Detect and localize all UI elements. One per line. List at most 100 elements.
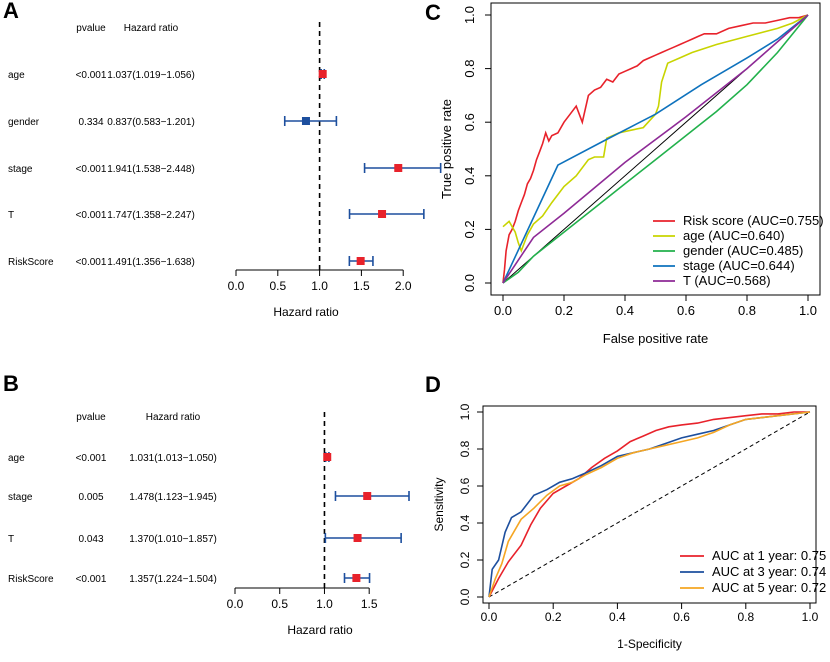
x-tick-label: 0.8 [737, 610, 754, 624]
roc-curve [502, 14, 809, 284]
legend-label: AUC at 1 year: 0.75 [712, 548, 826, 563]
row-name: stage [8, 492, 33, 503]
plot-frame [490, 2, 821, 296]
panel-label: B [3, 371, 19, 396]
x-tick-label: 0.2 [555, 303, 573, 318]
legend-label: AUC at 5 year: 0.72 [712, 580, 826, 595]
row-name: T [8, 534, 14, 545]
y-axis-label: True positive rate [439, 99, 454, 199]
hazard-ratio-point [318, 70, 327, 78]
x-tick-label: 1.5 [361, 597, 378, 611]
row-hazard-ratio: 1.491(1.356−1.638) [107, 257, 195, 268]
x-axis-label: Hazard ratio [273, 305, 339, 319]
plot-frame [482, 405, 817, 604]
panel-label: D [425, 372, 441, 397]
legend-label: stage (AUC=0.644) [683, 258, 795, 273]
row-hazard-ratio: 1.478(1.123−1.945) [129, 492, 217, 503]
y-tick-label: 0.6 [458, 477, 472, 494]
row-name: stage [8, 164, 33, 175]
row-name: RiskScore [8, 574, 54, 585]
hazard-ratio-point [378, 210, 387, 218]
x-tick-label: 0.5 [269, 279, 286, 293]
x-tick-label: 1.0 [802, 610, 819, 624]
y-tick-label: 0.2 [458, 551, 472, 568]
row-name: RiskScore [8, 257, 54, 268]
y-tick-label: 1.0 [462, 6, 477, 24]
row-name: T [8, 210, 14, 221]
y-tick-label: 0.8 [458, 440, 472, 457]
x-tick-label: 0.0 [481, 610, 498, 624]
row-pvalue: <0.001 [76, 257, 107, 268]
row-hazard-ratio: 0.837(0.583−1.201) [107, 117, 195, 128]
hazard-ratio-header: Hazard ratio [124, 23, 179, 34]
hazard-ratio-point [363, 492, 372, 500]
roc-curve [488, 411, 811, 598]
x-tick-label: 0.0 [228, 279, 245, 293]
row-hazard-ratio: 1.357(1.224−1.504) [129, 574, 217, 585]
x-tick-label: 1.0 [311, 279, 328, 293]
x-tick-label: 1.0 [316, 597, 333, 611]
roc-curve [502, 14, 809, 284]
panel-label: A [3, 0, 19, 23]
row-hazard-ratio: 1.031(1.013−1.050) [129, 453, 217, 464]
x-tick-label: 0.6 [677, 303, 695, 318]
row-pvalue: 0.043 [78, 534, 103, 545]
row-pvalue: <0.001 [76, 164, 107, 175]
legend-label: T (AUC=0.568) [683, 273, 771, 288]
y-tick-label: 0.0 [462, 274, 477, 292]
hazard-ratio-point [352, 574, 361, 582]
row-hazard-ratio: 1.370(1.010−1.857) [129, 534, 217, 545]
roc-curve [488, 411, 810, 598]
roc-plot-D: D 0.0 0.2 0.4 0.6 0.8 1.0 0.0 0.2 0.4 0.6 0.8 1.0 1-S… [425, 372, 826, 651]
x-tick-label: 2.0 [395, 279, 412, 293]
diagonal-reference [488, 411, 811, 598]
y-tick-label: 0.4 [458, 514, 472, 531]
x-tick-label: 0.2 [545, 610, 562, 624]
x-tick-label: 0.4 [609, 610, 626, 624]
row-pvalue: <0.001 [76, 210, 107, 221]
roc-plot-C: C 0.0 0.2 0.4 0.6 0.8 1.0 0.0 0.2 0.4 0.6 0.8 1.0 Fal… [425, 0, 824, 346]
row-hazard-ratio: 1.747(1.358−2.247) [107, 210, 195, 221]
x-axis-label: False positive rate [603, 331, 709, 346]
pvalue-header: pvalue [76, 23, 106, 34]
hazard-ratio-point [301, 117, 310, 125]
row-pvalue: <0.001 [76, 574, 107, 585]
row-name: gender [8, 117, 40, 128]
y-tick-label: 0.0 [458, 588, 472, 605]
x-tick-label: 0.8 [738, 303, 756, 318]
legend-label: Risk score (AUC=0.755) [683, 213, 824, 228]
hazard-ratio-header: Hazard ratio [146, 412, 201, 423]
hazard-ratio-point [394, 164, 403, 172]
y-tick-label: 0.6 [462, 113, 477, 131]
row-pvalue: 0.334 [78, 117, 103, 128]
row-hazard-ratio: 1.037(1.019−1.056) [107, 70, 195, 81]
x-tick-label: 0.4 [616, 303, 634, 318]
x-tick-label: 1.0 [799, 303, 817, 318]
hazard-ratio-point [356, 257, 365, 265]
x-tick-label: 0.0 [227, 597, 244, 611]
x-axis-label: Hazard ratio [287, 623, 353, 637]
row-pvalue: <0.001 [76, 70, 107, 81]
row-name: age [8, 453, 25, 464]
row-hazard-ratio: 1.941(1.538−2.448) [107, 164, 195, 175]
hazard-ratio-point [353, 534, 362, 542]
y-tick-label: 0.2 [462, 220, 477, 238]
row-pvalue: 0.005 [78, 492, 103, 503]
roc-curve [502, 14, 809, 284]
roc-curve [502, 14, 809, 284]
x-tick-label: 0.5 [271, 597, 288, 611]
roc-curve [488, 411, 811, 598]
legend-label: gender (AUC=0.485) [683, 243, 803, 258]
x-tick-label: 1.5 [353, 279, 370, 293]
x-tick-label: 0.0 [494, 303, 512, 318]
y-tick-label: 1.0 [458, 403, 472, 420]
roc-curve [502, 14, 809, 254]
panel-label: C [425, 0, 441, 25]
y-axis-label: Sensitivity [432, 477, 446, 531]
y-tick-label: 0.8 [462, 60, 477, 78]
pvalue-header: pvalue [76, 412, 106, 423]
legend-label: age (AUC=0.640) [683, 228, 785, 243]
